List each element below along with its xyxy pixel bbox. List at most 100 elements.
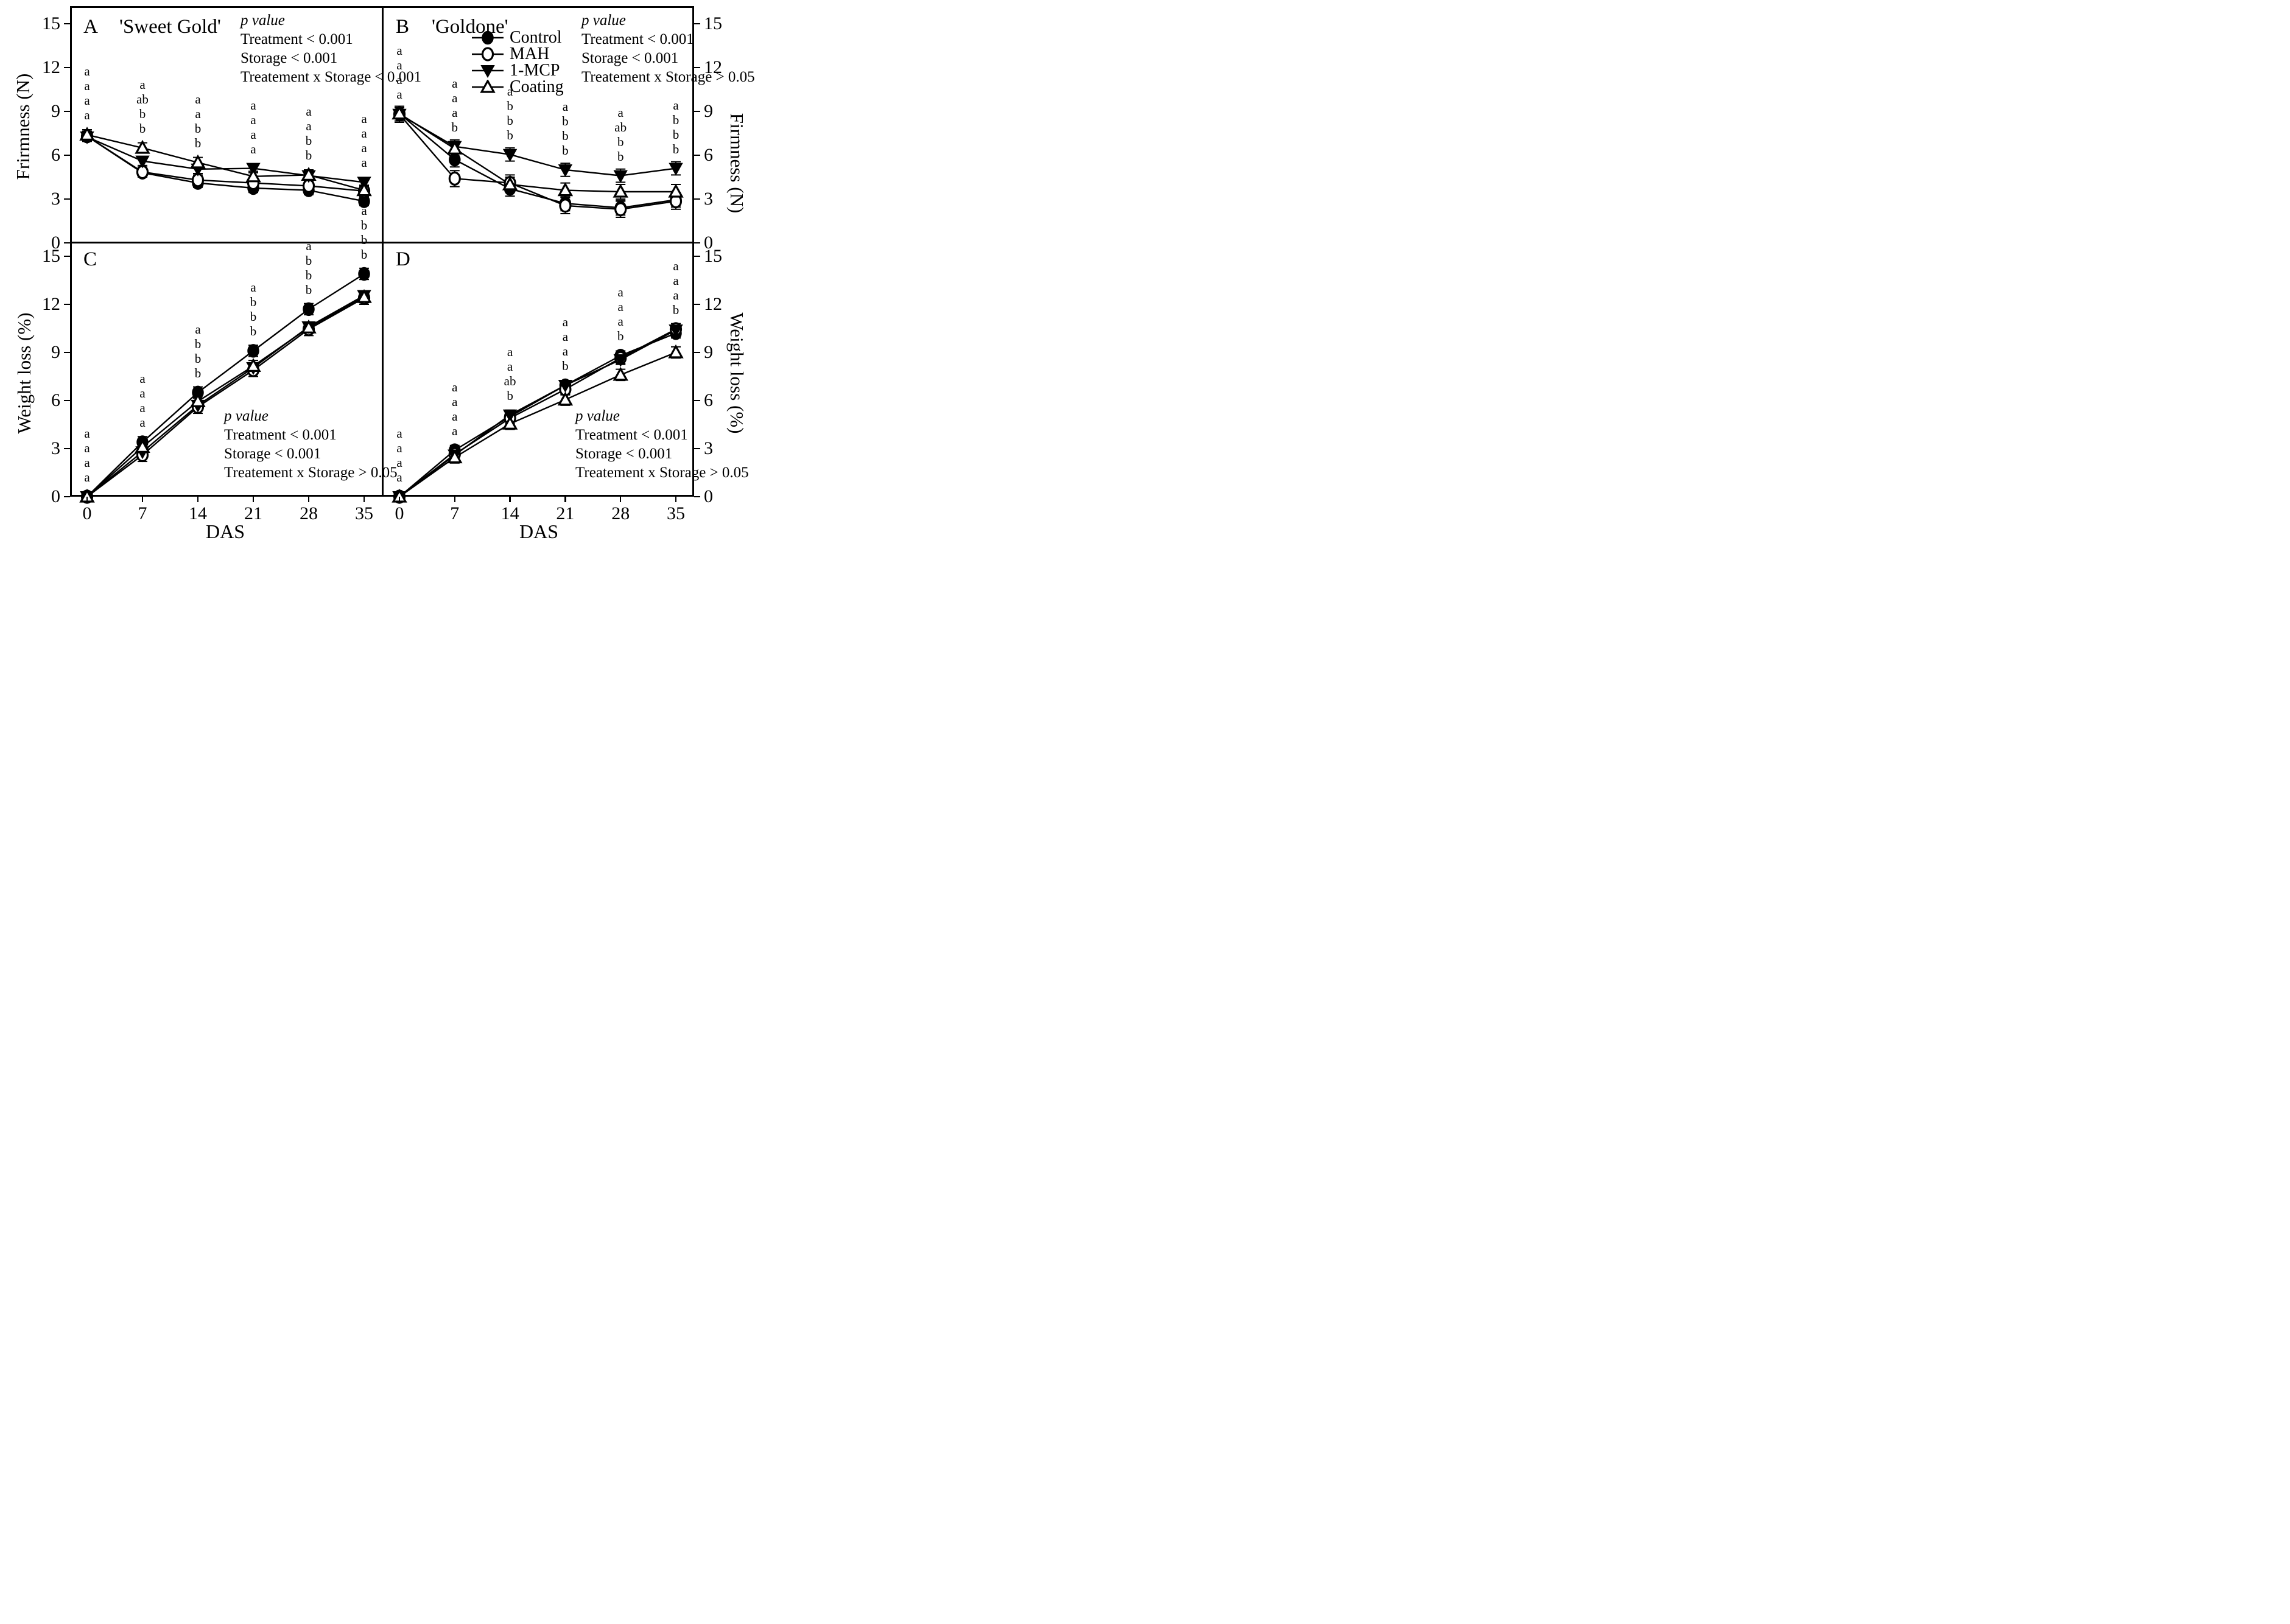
y-tick-label: 3 xyxy=(704,438,713,458)
sig-letter: ab xyxy=(614,119,627,135)
x-tick-mark xyxy=(86,497,88,502)
marker-coating-das-35 xyxy=(356,289,372,303)
sig-letter: a xyxy=(84,64,90,79)
y-tick-mark xyxy=(64,198,70,200)
y-tick-label: 0 xyxy=(51,233,60,253)
sig-letter: a xyxy=(617,299,623,315)
panel-B-plot xyxy=(392,105,684,218)
y-tick-label: 0 xyxy=(51,486,60,506)
p-value-block-panel-b: p value Treatment < 0.001 Storage < 0.001 T… xyxy=(581,11,755,86)
series-line-1-mcp xyxy=(86,295,365,497)
sig-letter-stack-das-7: a ab b b xyxy=(125,77,160,136)
p-value-line: Storage < 0.001 xyxy=(224,446,321,462)
p-value-heading: p value xyxy=(241,12,285,29)
sig-letter: ab xyxy=(136,92,149,107)
y-axis-title-weight-loss-left: Weight loss (%) xyxy=(13,312,35,434)
y-axis-title-weight-loss-right: Weight loss (%) xyxy=(726,312,748,434)
y-tick-label: 15 xyxy=(704,246,722,266)
legend-marker-circle-filled-icon xyxy=(472,30,504,44)
marker-legend-control xyxy=(482,30,494,44)
sig-letter: b xyxy=(139,107,146,121)
sig-letter: a xyxy=(562,99,569,114)
legend-item-control: Control xyxy=(472,29,564,46)
sig-letter: b xyxy=(562,128,569,143)
sig-letter: a xyxy=(361,203,367,218)
sig-letter: b xyxy=(194,136,202,150)
sig-letter: b xyxy=(305,253,312,268)
x-tick-label: 14 xyxy=(500,503,519,523)
marker-1-mcp-das-21 xyxy=(558,164,573,178)
sig-letter: b xyxy=(562,358,569,373)
sig-letter: b xyxy=(305,133,312,149)
marker-legend-1-mcp xyxy=(480,65,495,78)
sig-letter: a xyxy=(452,90,458,105)
marker-coating-das-7 xyxy=(135,139,150,154)
y-tick-mark xyxy=(64,154,70,156)
x-axis-title-das-right: DAS xyxy=(519,520,558,541)
x-tick-label: 0 xyxy=(395,503,404,523)
marker-1-mcp-das-35 xyxy=(669,324,683,338)
sig-letter: b xyxy=(194,121,202,136)
sig-letter: a xyxy=(306,104,312,119)
x-tick-mark xyxy=(363,497,365,502)
y-tick-label: 0 xyxy=(704,486,713,506)
p-value-line: Treatment < 0.001 xyxy=(581,31,694,47)
sig-letter: a xyxy=(84,93,90,108)
y-tick-label: 15 xyxy=(42,13,60,33)
series-line-control xyxy=(399,113,676,209)
y-axis-title-firmness-left: Frirmness (N) xyxy=(12,73,33,180)
sig-letter: b xyxy=(139,121,146,136)
marker-1-mcp-das-21 xyxy=(558,379,573,393)
y-tick-label: 3 xyxy=(51,438,60,458)
sig-letter: a xyxy=(396,455,402,470)
sig-letter: b xyxy=(672,302,680,317)
marker-coating-das-28 xyxy=(301,319,317,334)
y-tick-mark xyxy=(694,66,700,69)
sig-letter: a xyxy=(250,141,256,156)
p-value-line: Treatement x Storage > 0.05 xyxy=(224,464,398,481)
y-tick-label: 9 xyxy=(704,342,713,362)
legend-label: Control xyxy=(510,28,562,47)
series-legend: Control MAH 1-MCP Coating xyxy=(472,29,564,96)
p-value-block-panel-d: p value Treatment < 0.001 Storage < 0.001 T… xyxy=(575,407,749,482)
y-tick-mark xyxy=(694,495,700,498)
marker-coating-das-14 xyxy=(190,393,206,407)
p-value-line: Storage < 0.001 xyxy=(575,446,673,462)
sig-letter: a xyxy=(195,92,201,107)
y-tick-label: 3 xyxy=(51,189,60,209)
marker-control-das-28 xyxy=(303,302,315,317)
marker-coating-das-21 xyxy=(245,168,261,183)
sig-letter: a xyxy=(250,112,256,127)
marker-1-mcp-das-14 xyxy=(502,149,518,162)
panel-b-goldone-firmness: a a a a a a a b a b b b a b b b a ab b b a b b b xyxy=(382,6,694,243)
y-tick-mark xyxy=(694,242,700,244)
sig-letter: a xyxy=(361,126,367,141)
sig-letter: b xyxy=(451,119,458,135)
y-tick-mark xyxy=(694,399,700,402)
marker-1-mcp-das-7 xyxy=(135,155,150,169)
y-tick-mark xyxy=(64,110,70,113)
sig-letter: a xyxy=(452,423,458,438)
sig-letter: a xyxy=(396,441,402,455)
y-tick-mark xyxy=(694,447,700,450)
y-tick-mark xyxy=(64,23,70,25)
y-tick-label: 15 xyxy=(42,246,60,266)
sig-letter: a xyxy=(452,408,458,424)
marker-control-das-7 xyxy=(449,152,461,167)
sig-letter: b xyxy=(507,113,513,128)
y-tick-mark xyxy=(64,351,70,354)
series-line-coating xyxy=(399,113,676,193)
marker-coating-das-28 xyxy=(613,183,628,198)
marker-legend-coating xyxy=(480,79,496,93)
marker-coating-das-7 xyxy=(135,439,150,453)
y-tick-label: 6 xyxy=(51,390,60,410)
y-tick-label: 12 xyxy=(42,57,60,77)
